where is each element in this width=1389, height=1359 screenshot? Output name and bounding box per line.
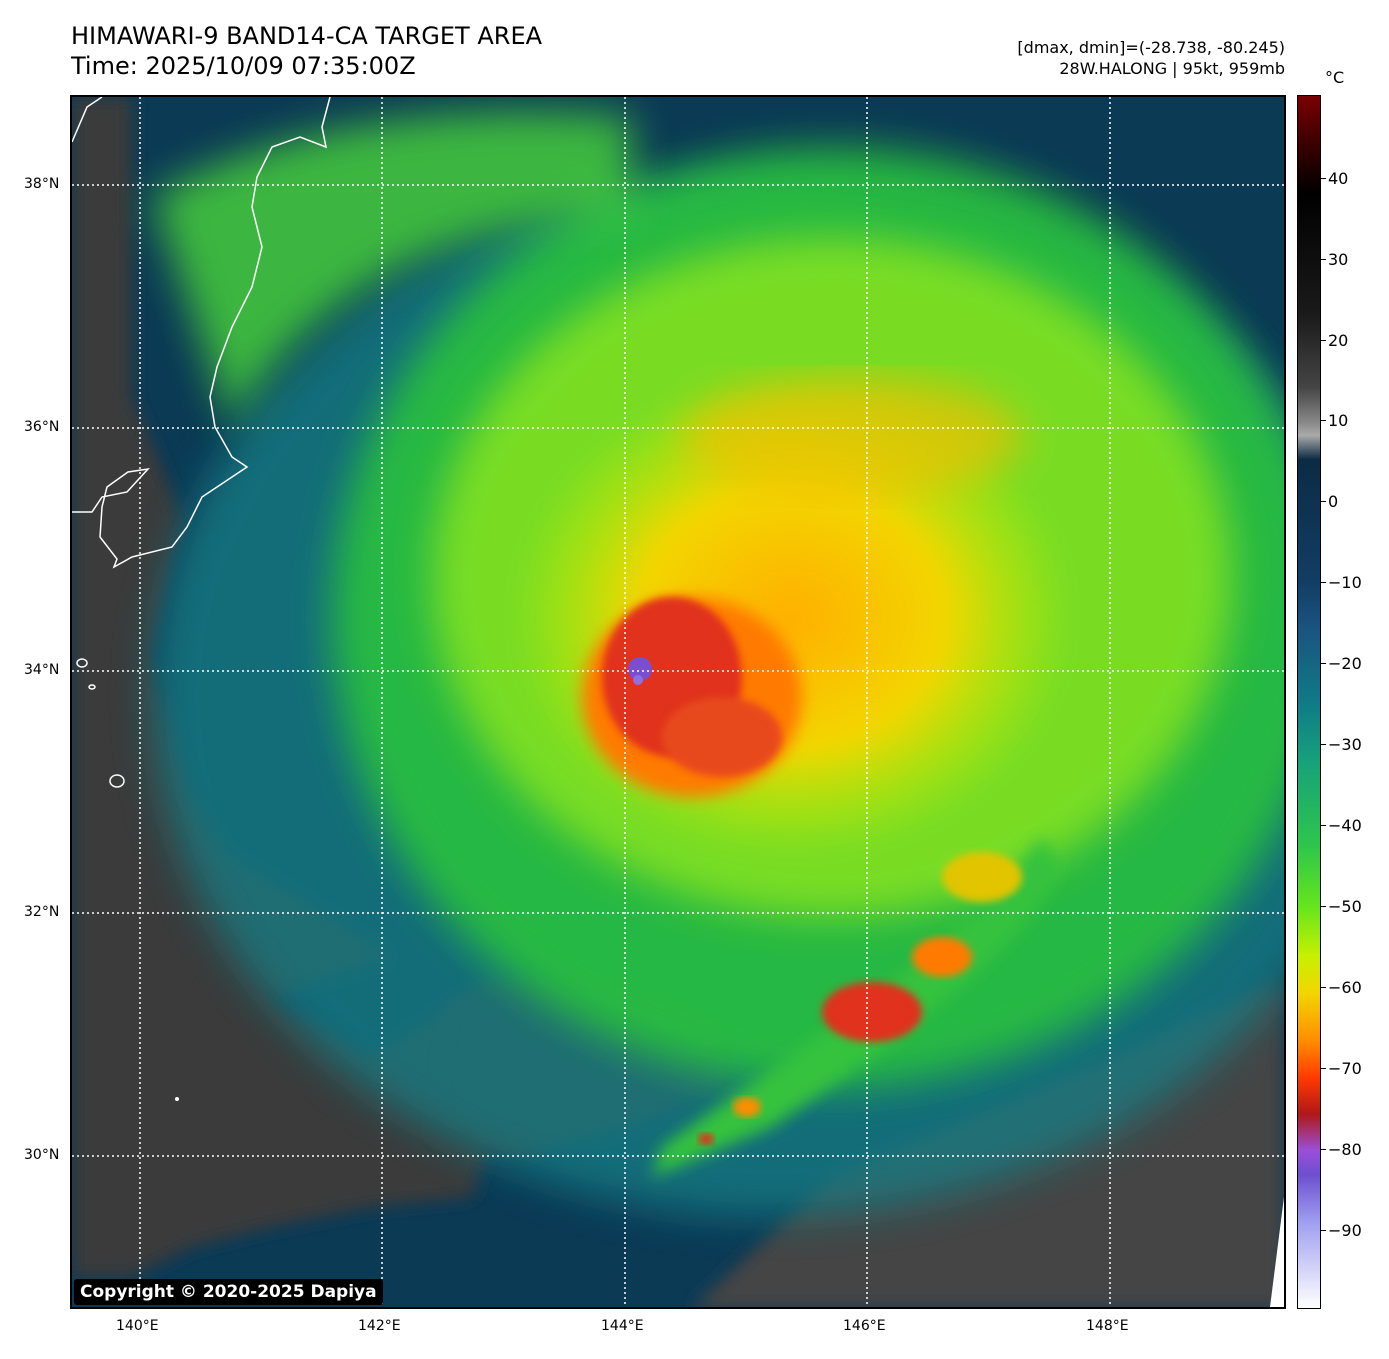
colorbar-tick: −20 — [1328, 654, 1362, 673]
lon-tick-144: 144°E — [601, 1318, 644, 1334]
lon-tick-142: 142°E — [358, 1318, 401, 1334]
clear-sky-west — [72, 97, 722, 1277]
colorbar-tick: −60 — [1328, 978, 1362, 997]
lon-tick-140: 140°E — [116, 1318, 159, 1334]
rainband-south — [652, 837, 1062, 1177]
lon-tick-148: 148°E — [1086, 1318, 1129, 1334]
copyright-label: Copyright © 2020-2025 Dapiya — [74, 1279, 383, 1305]
figure-title: HIMAWARI-9 BAND14-CA TARGET AREA — [71, 22, 543, 50]
colorbar-tick: −10 — [1328, 573, 1362, 592]
figure-time: Time: 2025/10/09 07:35:00Z — [71, 52, 416, 80]
lon-tick-146: 146°E — [843, 1318, 886, 1334]
colorbar-tick: 20 — [1328, 331, 1349, 350]
colorbar-tick: −30 — [1328, 735, 1362, 754]
colorbar — [1297, 95, 1321, 1309]
colorbar-unit: °C — [1325, 68, 1345, 87]
lat-tick-30: 30°N — [24, 1147, 60, 1163]
lat-tick-38: 38°N — [24, 176, 60, 192]
coastline — [72, 97, 331, 569]
colorbar-tick: −50 — [1328, 897, 1362, 916]
colorbar-tick: −80 — [1328, 1140, 1362, 1159]
lat-tick-34: 34°N — [24, 662, 60, 678]
storm-info: 28W.HALONG | 95kt, 959mb — [1059, 59, 1285, 78]
graticule — [72, 97, 1284, 1307]
colorbar-tick: −40 — [1328, 816, 1362, 835]
dmax-dmin-readout: [dmax, dmin]=(-28.738, -80.245) — [1017, 38, 1285, 57]
lat-tick-36: 36°N — [24, 419, 60, 435]
colorbar-tick: 10 — [1328, 411, 1349, 430]
satellite-image: Copyright © 2020-2025 Dapiya — [70, 95, 1286, 1309]
lat-tick-32: 32°N — [24, 904, 60, 920]
colorbar-tick: 40 — [1328, 169, 1349, 188]
eye-feature — [628, 657, 652, 681]
colorbar-tick: 30 — [1328, 250, 1349, 269]
colorbar-tick: −70 — [1328, 1059, 1362, 1078]
colorbar-tick: 0 — [1328, 492, 1339, 511]
ir-imagery — [72, 97, 1284, 1307]
colorbar-tick: −90 — [1328, 1221, 1362, 1240]
